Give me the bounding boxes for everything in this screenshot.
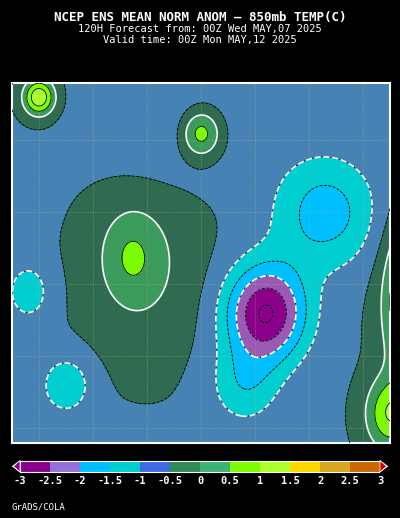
Polygon shape [14,461,20,472]
Text: -2.5: -2.5 [38,476,62,486]
Text: 1: 1 [257,476,263,486]
Bar [260,461,290,472]
Polygon shape [380,461,388,472]
Bar [80,461,110,472]
Bar [320,461,350,472]
Bar [140,461,170,472]
Bar [170,461,200,472]
Text: -1: -1 [134,476,146,486]
Text: GrADS/COLA: GrADS/COLA [12,503,66,512]
Polygon shape [380,461,386,472]
Text: NCEP ENS MEAN NORM ANOM – 850mb TEMP(C): NCEP ENS MEAN NORM ANOM – 850mb TEMP(C) [54,11,346,24]
Text: 1.5: 1.5 [281,476,299,486]
Text: -0.5: -0.5 [158,476,182,486]
Bar [20,461,50,472]
Bar [110,461,140,472]
Text: -3: -3 [14,476,26,486]
Text: 0.5: 0.5 [221,476,239,486]
Text: 0: 0 [197,476,203,486]
Text: Valid time: 00Z Mon MAY,12 2025: Valid time: 00Z Mon MAY,12 2025 [103,35,297,45]
Bar [200,461,230,472]
Text: 3: 3 [377,476,383,486]
Bar [50,461,80,472]
Bar [230,461,260,472]
Text: -2: -2 [74,476,86,486]
Polygon shape [12,461,20,472]
Bar [350,461,380,472]
Bar [20,461,380,472]
Text: 2: 2 [317,476,323,486]
Text: -1.5: -1.5 [98,476,122,486]
Bar [290,461,320,472]
Text: 2.5: 2.5 [341,476,359,486]
Text: 120H Forecast from: 00Z Wed MAY,07 2025: 120H Forecast from: 00Z Wed MAY,07 2025 [78,24,322,34]
